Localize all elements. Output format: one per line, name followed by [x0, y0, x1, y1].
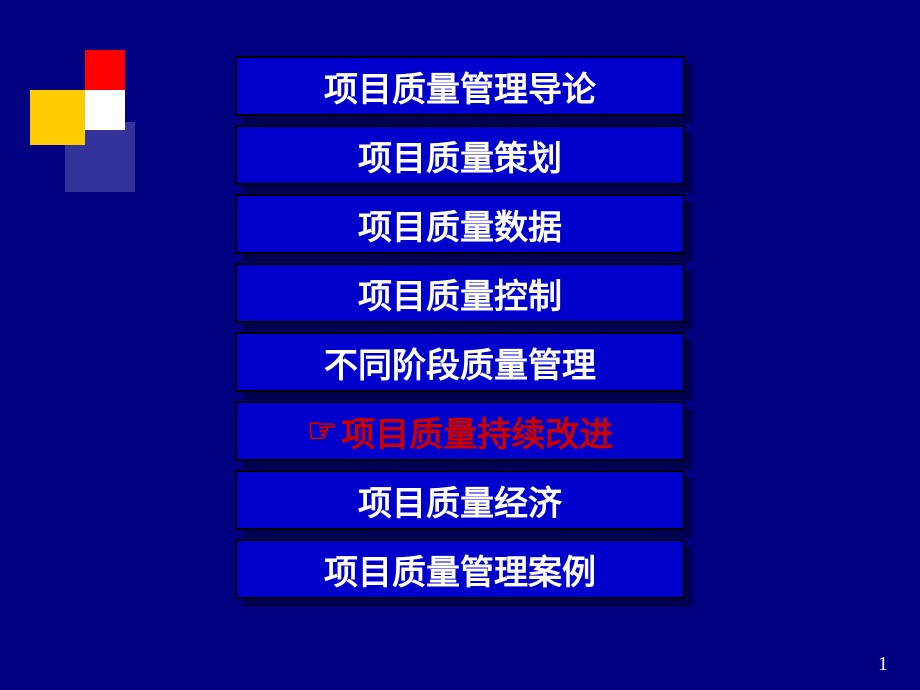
menu-label: 项目质量管理案例 — [324, 545, 596, 594]
menu-box: 不同阶段质量管理 — [235, 332, 685, 392]
menu-label: 项目质量控制 — [358, 269, 562, 318]
menu-label: 项目质量持续改进 — [341, 407, 613, 456]
pointer-icon: ☞ — [307, 411, 337, 451]
menu-box: 项目质量策划 — [235, 125, 685, 185]
menu-item-control[interactable]: 项目质量控制 — [235, 263, 685, 323]
menu-item-economy[interactable]: 项目质量经济 — [235, 470, 685, 530]
menu-label: 项目质量策划 — [358, 131, 562, 180]
menu-label: 项目质量数据 — [358, 200, 562, 249]
menu-label: 项目质量经济 — [358, 476, 562, 525]
menu-box: 项目质量数据 — [235, 194, 685, 254]
menu-label: 不同阶段质量管理 — [324, 338, 596, 387]
menu-item-phases[interactable]: 不同阶段质量管理 — [235, 332, 685, 392]
menu-item-improvement[interactable]: ☞ 项目质量持续改进 — [235, 401, 685, 461]
menu-container: 项目质量管理导论 项目质量策划 项目质量数据 项目质量控制 不同阶段质量管理 ☞… — [235, 56, 685, 599]
deco-square-red — [85, 50, 125, 90]
deco-square-yellow — [30, 90, 85, 145]
page-number: 1 — [878, 653, 888, 676]
menu-box: 项目质量控制 — [235, 263, 685, 323]
menu-item-intro[interactable]: 项目质量管理导论 — [235, 56, 685, 116]
menu-box: 项目质量经济 — [235, 470, 685, 530]
menu-box: ☞ 项目质量持续改进 — [235, 401, 685, 461]
menu-item-planning[interactable]: 项目质量策划 — [235, 125, 685, 185]
menu-item-cases[interactable]: 项目质量管理案例 — [235, 539, 685, 599]
menu-box: 项目质量管理导论 — [235, 56, 685, 116]
deco-square-white — [85, 90, 125, 130]
menu-label: 项目质量管理导论 — [324, 62, 596, 111]
decoration-graphic — [10, 50, 150, 210]
menu-item-data[interactable]: 项目质量数据 — [235, 194, 685, 254]
menu-box: 项目质量管理案例 — [235, 539, 685, 599]
